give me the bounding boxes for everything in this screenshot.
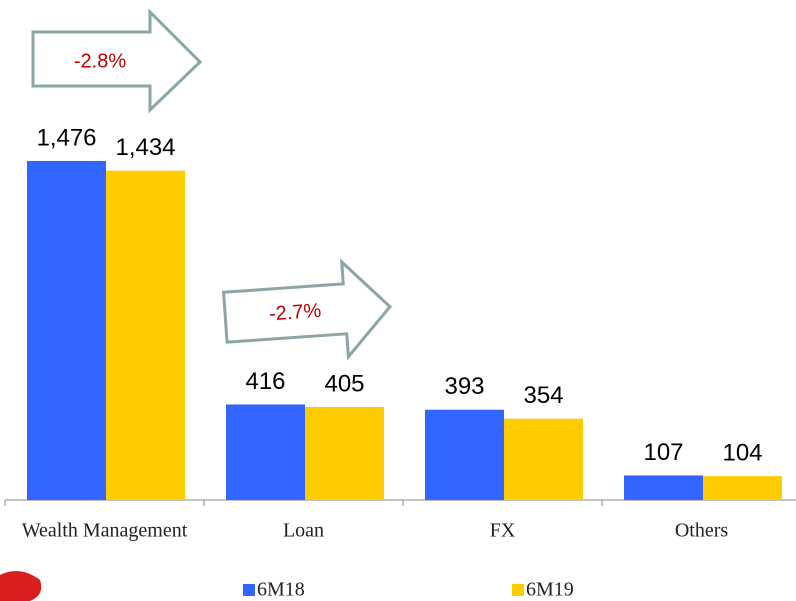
arrow-shape [31,8,203,114]
value-label: 107 [643,439,683,466]
bar [226,404,305,500]
legend-swatch [243,584,255,596]
x-tick-label: Wealth Management [22,520,188,542]
value-label: 104 [722,439,762,466]
legend-swatch [512,584,524,596]
legend-label: 6M19 [526,579,574,601]
arrow-shape [221,258,393,361]
legend-label: 6M18 [257,579,305,601]
bar [27,161,106,500]
bar [305,406,384,500]
value-label: 1,476 [36,124,96,151]
value-label: 405 [324,370,364,397]
bar [624,475,703,500]
value-label: 416 [245,368,285,395]
arrow-2: -2.7% [221,258,393,361]
bar [106,170,185,500]
annotation: -2.7% [268,300,322,326]
logo [0,571,42,601]
value-label: 393 [444,373,484,400]
bar [425,409,504,500]
bar [703,476,782,500]
arrow-1: -2.8% [31,8,203,114]
annotation: -2.8% [74,50,126,72]
x-tick-label: Others [675,520,729,542]
x-tick-label: FX [490,520,516,542]
bar [504,418,583,500]
value-label: 354 [523,382,563,409]
x-tick-label: Loan [283,520,324,542]
value-label: 1,434 [115,134,175,161]
